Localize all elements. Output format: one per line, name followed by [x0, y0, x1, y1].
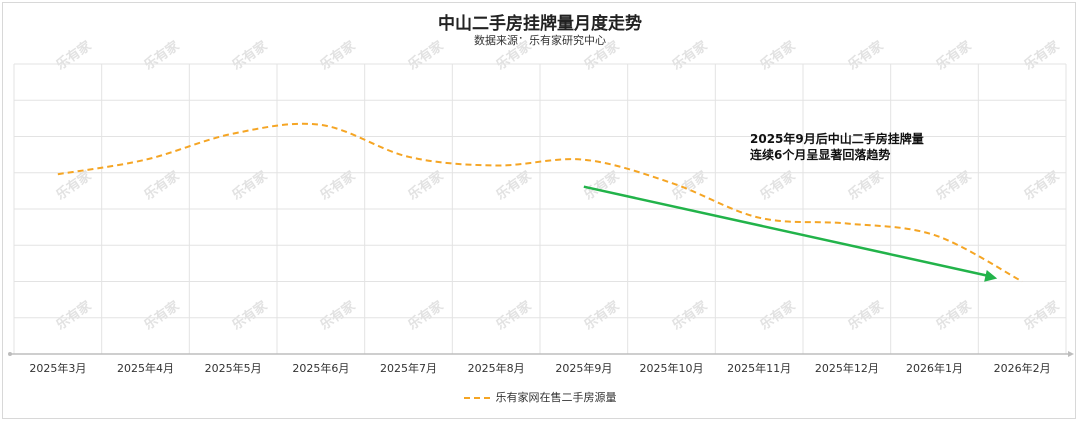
watermark-text: 乐有家 [933, 297, 975, 333]
legend: 乐有家网在售二手房源量 [0, 389, 1080, 405]
watermark-text: 乐有家 [1021, 37, 1063, 73]
x-tick-label: 2025年7月 [380, 361, 437, 375]
watermark-text: 乐有家 [581, 37, 623, 73]
watermark-text: 乐有家 [933, 37, 975, 73]
watermark-text: 乐有家 [405, 37, 447, 73]
watermark-text: 乐有家 [669, 37, 711, 73]
x-tick-label: 2025年3月 [29, 361, 86, 375]
watermark-text: 乐有家 [317, 297, 359, 333]
series-line [57, 122, 1023, 283]
x-tick-labels: 2025年3月 2025年4月 2025年5月 2025年6月 2025年7月 2025年… [29, 361, 1050, 375]
trend-arrow-shaft [583, 185, 992, 278]
legend-label: 乐有家网在售二手房源量 [495, 391, 617, 404]
watermark-text: 乐有家 [53, 297, 95, 333]
x-tick-label: 2025年8月 [468, 361, 525, 375]
watermark-text: 乐有家 [845, 297, 887, 333]
watermark-text: 乐有家 [141, 37, 183, 73]
watermark-text: 乐有家 [1021, 297, 1063, 333]
x-tick-label: 2026年1月 [906, 361, 963, 375]
watermark-text: 乐有家 [493, 297, 535, 333]
annotation-line-2: 连续6个月呈显著回落趋势 [750, 147, 890, 162]
x-tick-label: 2025年5月 [205, 361, 262, 375]
x-axis-arrowhead [1068, 351, 1074, 357]
watermark-text: 乐有家 [141, 297, 183, 333]
x-tick-label: 2025年4月 [117, 361, 174, 375]
x-tick-label: 2025年6月 [292, 361, 349, 375]
watermark-text: 乐有家 [581, 297, 623, 333]
x-tick-label: 2025年12月 [815, 361, 879, 375]
annotation-line-1: 2025年9月后中山二手房挂牌量 [750, 131, 924, 146]
watermark-text: 乐有家 [669, 297, 711, 333]
legend-swatch [463, 397, 490, 399]
annotation: 2025年9月后中山二手房挂牌量 连续6个月呈显著回落趋势 [750, 131, 924, 162]
watermark-text: 乐有家 [757, 37, 799, 73]
x-axis [8, 351, 1074, 357]
watermark-text: 乐有家 [53, 37, 95, 73]
watermark-text: 乐有家 [229, 37, 271, 73]
watermark-text: 乐有家 [405, 297, 447, 333]
watermark-text: 乐有家 [757, 297, 799, 333]
watermark-text: 乐有家 [229, 297, 271, 333]
watermark-layer: 乐有家 乐有家 乐有家 乐有家 乐有家 乐有家 乐有家 乐有家 乐有家 乐有家 乐有家 乐有家乐有家乐… [53, 37, 1063, 333]
watermark-text: 乐有家 [845, 37, 887, 73]
trend-arrow-layer [583, 185, 998, 282]
chart-subtitle: 数据来源：乐有家研究中心 [474, 34, 606, 47]
series-layer [57, 122, 1023, 283]
x-tick-label: 2025年9月 [555, 361, 612, 375]
x-axis-start-dot [8, 352, 12, 356]
x-tick-label: 2025年10月 [640, 361, 704, 375]
x-tick-label: 2025年11月 [727, 361, 791, 375]
x-tick-label: 2026年2月 [994, 361, 1051, 375]
trend-arrow-head [984, 270, 998, 282]
chart-title: 中山二手房挂牌量月度走势 [438, 14, 642, 34]
watermark-text: 乐有家 [317, 37, 359, 73]
watermark-text: 乐有家 [493, 37, 535, 73]
